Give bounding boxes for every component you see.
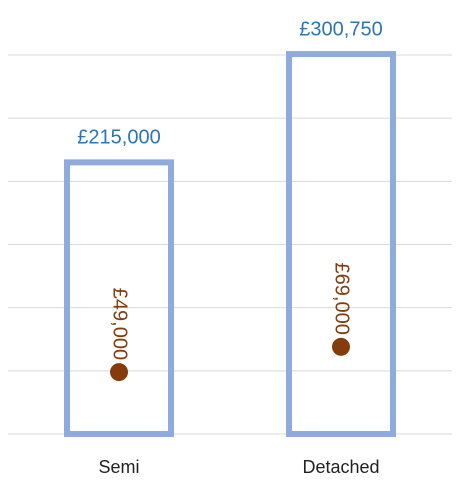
value-label: £49,000 (109, 288, 131, 360)
x-tick-label: Detached (302, 457, 379, 477)
bar (286, 51, 396, 438)
value-label: £215,000 (77, 127, 160, 149)
value-label: £69,000 (331, 263, 353, 335)
x-tick-label: Semi (98, 457, 139, 477)
bar (64, 159, 174, 437)
dot (110, 363, 128, 382)
value-label: £300,750 (299, 18, 382, 40)
dot (332, 337, 350, 356)
